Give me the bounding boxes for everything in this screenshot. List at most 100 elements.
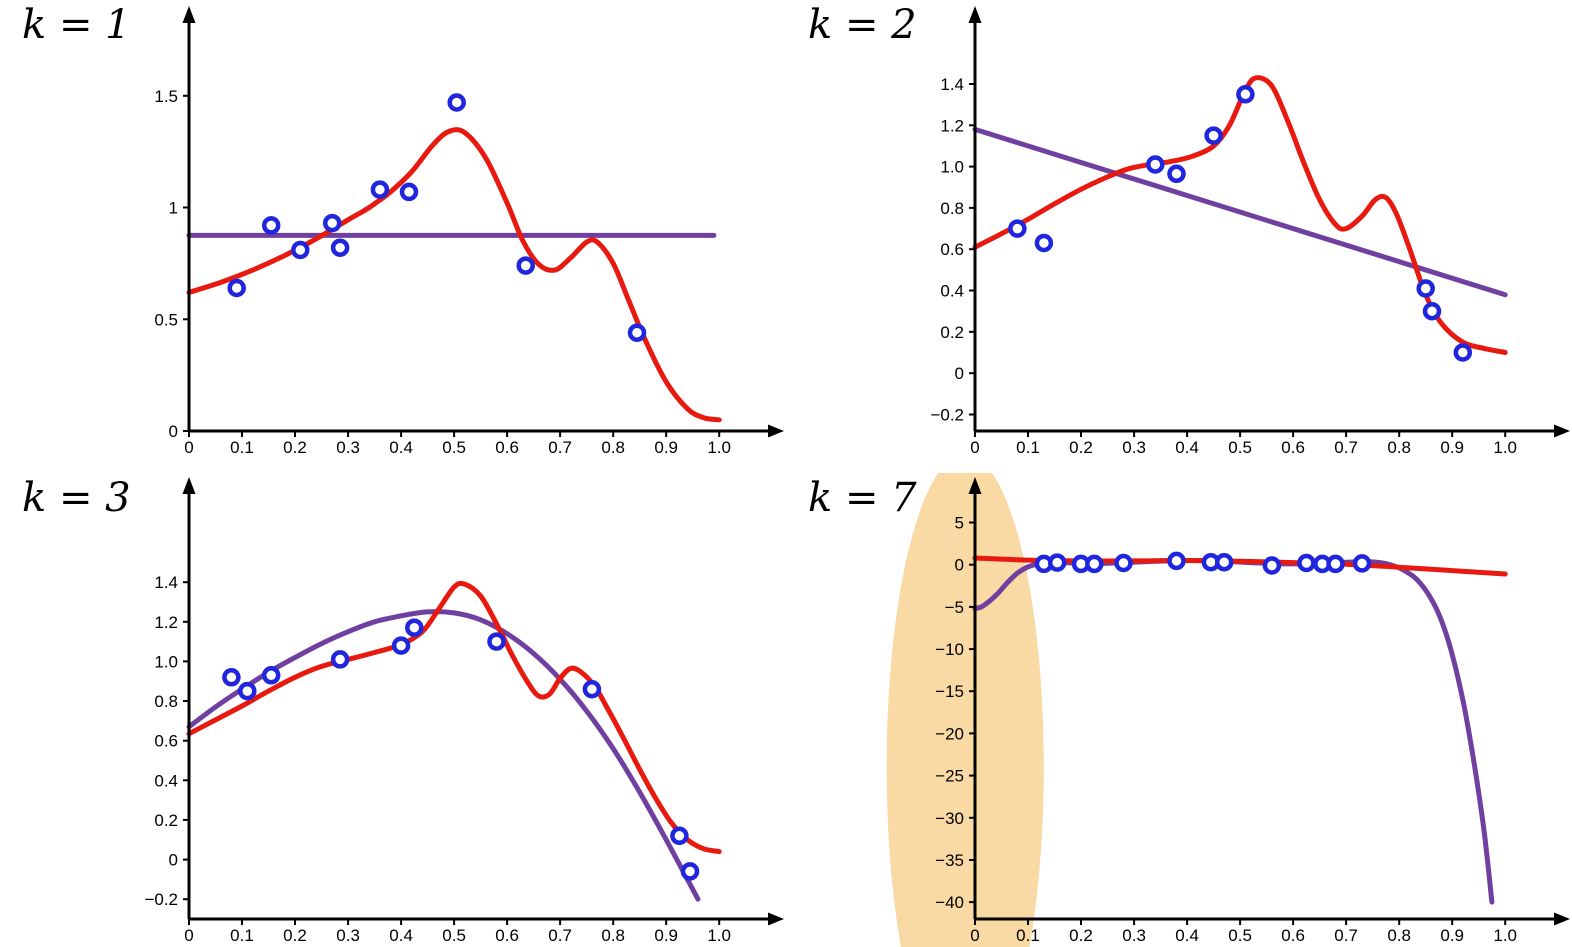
data-point bbox=[1453, 343, 1473, 362]
data-point bbox=[516, 256, 535, 275]
y-tick-label: 1.0 bbox=[154, 652, 178, 671]
x-tick-label: 0 bbox=[184, 926, 193, 945]
y-tick-label: 5 bbox=[955, 514, 964, 533]
x-tick-label: 0.2 bbox=[1069, 926, 1093, 945]
reference-curve bbox=[972, 75, 1508, 355]
x-tick-label: 0.2 bbox=[283, 926, 307, 945]
y-tick-label: −15 bbox=[935, 682, 964, 701]
data-point bbox=[1236, 85, 1255, 104]
data-point bbox=[322, 213, 342, 233]
x-tick-label: 0.9 bbox=[1440, 438, 1464, 457]
x-tick-label: 0.3 bbox=[336, 438, 360, 457]
data-point bbox=[1034, 233, 1054, 253]
data-point bbox=[1416, 279, 1435, 298]
data-point bbox=[1326, 554, 1345, 574]
x-tick-label: 0.4 bbox=[389, 926, 413, 945]
x-tick-label: 0.8 bbox=[601, 438, 625, 457]
data-point bbox=[1352, 554, 1372, 573]
x-tick-label: 0.6 bbox=[495, 438, 519, 457]
data-point bbox=[1297, 553, 1316, 573]
x-tick-label: 0.2 bbox=[283, 438, 307, 457]
x-tick-label: 0.5 bbox=[1228, 438, 1252, 457]
x-tick-label: 0 bbox=[184, 438, 193, 457]
y-tick-label: 1.2 bbox=[154, 613, 178, 632]
panel-k7: k = 7 0 0.1 0.2 0.3 0.4 0.5 0.6 0.7 0.8 0.9 1.0 5 0−… bbox=[786, 473, 1572, 947]
data-point bbox=[1422, 301, 1442, 321]
y-tick-label: −5 bbox=[945, 598, 964, 617]
data-point bbox=[487, 632, 506, 651]
y-tick-label: 0.2 bbox=[154, 811, 178, 830]
panel-k3-title: k = 3 bbox=[22, 475, 131, 521]
y-tick-label: 0.4 bbox=[940, 282, 964, 301]
x-tick-label: 0.5 bbox=[1228, 926, 1252, 945]
x-tick-label: 0.1 bbox=[230, 926, 254, 945]
panel-k2: k = 2 0 0.1 0.2 0.3 0.4 0.5 0.6 0.7 0.8 0.9 1.0 −0.… bbox=[786, 0, 1572, 473]
data-point bbox=[399, 182, 419, 202]
panel-k1: k = 1 0 0.1 0.2 0.3 0.4 0.5 0.6 0.7 0.8 0.9 1.0 0 0.… bbox=[0, 0, 786, 473]
x-tick-label: 0.9 bbox=[1440, 926, 1464, 945]
x-tick-label: 1.0 bbox=[707, 926, 731, 945]
data-point bbox=[447, 93, 466, 112]
y-tick-label: 0 bbox=[955, 364, 964, 383]
x-tick-label: 0.1 bbox=[1016, 438, 1040, 457]
y-tick-label: 0 bbox=[955, 556, 964, 575]
y-axis-arrow bbox=[182, 477, 196, 494]
data-point bbox=[1008, 219, 1027, 238]
y-tick-label: −20 bbox=[935, 724, 964, 743]
fit-curve bbox=[972, 557, 1495, 905]
x-tick-label: 0.3 bbox=[336, 926, 360, 945]
panel-k3: k = 3 0 0.1 0.2 0.3 0.4 0.5 0.6 0.7 0.8 0.9 1.0 −0.… bbox=[0, 473, 786, 947]
y-tick-label: 0.6 bbox=[154, 732, 178, 751]
y-tick-label: −0.2 bbox=[930, 406, 964, 425]
x-axis-arrow bbox=[768, 912, 784, 926]
x-tick-label: 0.8 bbox=[601, 926, 625, 945]
y-tick-label: 0.8 bbox=[940, 199, 964, 218]
data-point bbox=[1204, 126, 1223, 145]
reference-curve bbox=[186, 127, 722, 423]
y-tick-label: −25 bbox=[935, 767, 964, 786]
x-tick-label: 0.6 bbox=[1281, 926, 1305, 945]
y-tick-label: −35 bbox=[935, 851, 964, 870]
y-tick-label: 1.4 bbox=[940, 75, 964, 94]
data-point bbox=[1114, 553, 1133, 573]
y-tick-label: 1.0 bbox=[940, 158, 964, 177]
y-axis-arrow bbox=[968, 6, 982, 23]
fit-curve bbox=[186, 609, 701, 902]
chart-k2: 0 0.1 0.2 0.3 0.4 0.5 0.6 0.7 0.8 0.9 1.0 −0.2 0 0.2 0… bbox=[930, 6, 1570, 457]
x-tick-label: 0.6 bbox=[1281, 438, 1305, 457]
data-point bbox=[1167, 164, 1186, 184]
x-tick-label: 0.4 bbox=[1175, 438, 1199, 457]
data-point bbox=[330, 650, 350, 669]
x-tick-label: 0.1 bbox=[230, 438, 254, 457]
x-tick-label: 0.3 bbox=[1122, 438, 1146, 457]
y-tick-label: 0.2 bbox=[940, 323, 964, 342]
x-tick-label: 0.7 bbox=[1334, 438, 1358, 457]
chart-k3: 0 0.1 0.2 0.3 0.4 0.5 0.6 0.7 0.8 0.9 1.0 −0.2 0 0.2 0… bbox=[144, 477, 784, 945]
x-tick-label: 0.3 bbox=[1122, 926, 1146, 945]
data-point bbox=[1167, 551, 1186, 571]
data-point bbox=[1262, 556, 1282, 575]
x-tick-label: 0.6 bbox=[495, 926, 519, 945]
y-axis-arrow bbox=[182, 6, 196, 23]
y-tick-label: 0.8 bbox=[154, 692, 178, 711]
x-tick-label: 0.5 bbox=[442, 438, 466, 457]
data-point bbox=[627, 323, 647, 342]
panel-k1-title: k = 1 bbox=[22, 2, 131, 48]
y-tick-label: 1.4 bbox=[154, 573, 178, 592]
x-axis-arrow bbox=[1554, 424, 1570, 438]
x-tick-label: 0.9 bbox=[654, 438, 678, 457]
y-axis-arrow bbox=[968, 477, 982, 494]
data-point bbox=[370, 180, 390, 199]
data-point bbox=[391, 636, 411, 655]
x-tick-label: 0.7 bbox=[1334, 926, 1358, 945]
x-axis-arrow bbox=[1554, 912, 1570, 926]
fit-curve bbox=[972, 126, 1508, 298]
data-point bbox=[330, 238, 350, 257]
x-tick-label: 1.0 bbox=[1493, 926, 1517, 945]
x-tick-label: 0.7 bbox=[548, 926, 572, 945]
x-tick-label: 0.8 bbox=[1387, 438, 1411, 457]
data-point bbox=[1214, 552, 1234, 572]
y-tick-label: 0 bbox=[169, 851, 178, 870]
data-point bbox=[1047, 553, 1067, 572]
x-tick-label: 1.0 bbox=[707, 438, 731, 457]
